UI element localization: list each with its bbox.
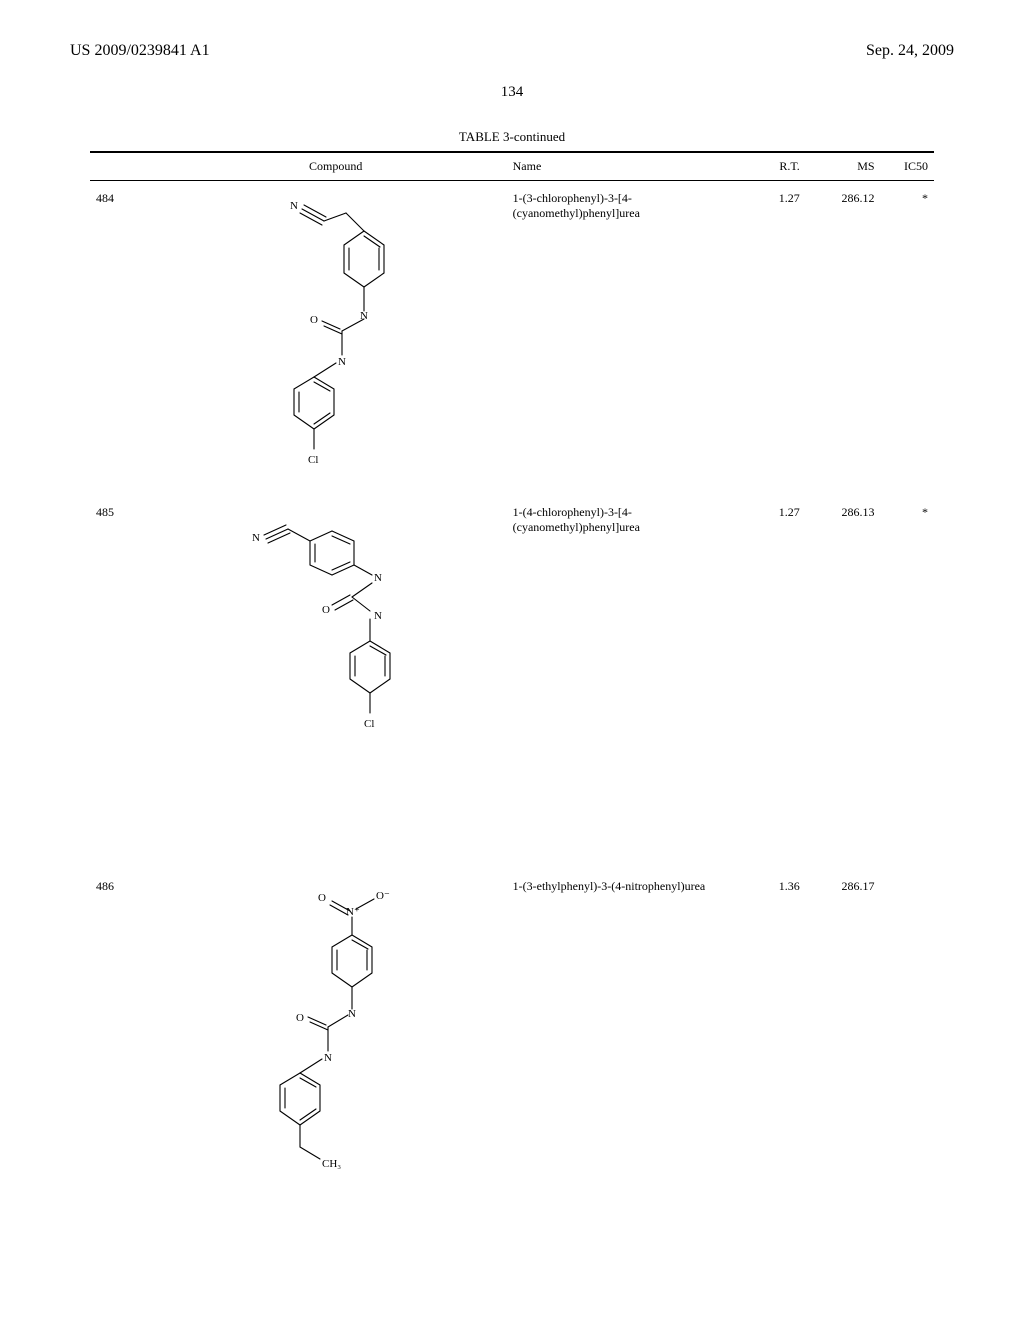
compound-name: 1-(3-chlorophenyl)-3-[4-(cyanomethyl)phe… <box>507 181 742 495</box>
atom-label: Cl <box>364 718 374 730</box>
compound-ms: 286.13 <box>806 495 881 809</box>
atom-label: N <box>290 200 298 212</box>
column-header-compound: Compound <box>165 155 507 180</box>
atom-label: O <box>322 604 330 616</box>
atom-label: O <box>296 1012 304 1024</box>
doc-date: Sep. 24, 2009 <box>866 42 954 60</box>
atom-label: N <box>360 310 368 322</box>
compound-rt: 1.27 <box>742 181 806 495</box>
column-header-rt: R.T. <box>742 155 806 180</box>
compound-ic50: * <box>881 495 934 809</box>
compound-id: 485 <box>90 495 165 809</box>
atom-label: Cl <box>308 454 318 466</box>
compound-name: 1-(3-ethylphenyl)-3-(4-nitrophenyl)urea <box>507 869 742 1223</box>
atom-label: N <box>252 532 260 544</box>
compound-ms: 286.12 <box>806 181 881 495</box>
table-row: 484 <box>90 181 934 495</box>
table-row: 485 <box>90 495 934 809</box>
atom-label: N <box>348 1008 356 1020</box>
column-header-ms: MS <box>806 155 881 180</box>
compound-rt: 1.36 <box>742 869 806 1223</box>
atom-label: N <box>374 610 382 622</box>
compound-ms: 286.17 <box>806 869 881 1223</box>
compound-structure-486: O O⁻ N⁺ N O N CH₃ <box>236 879 436 1209</box>
compound-id: 484 <box>90 181 165 495</box>
atom-label: N <box>338 356 346 368</box>
atom-label: N <box>374 572 382 584</box>
table-row: 486 <box>90 869 934 1223</box>
atom-label: CH₃ <box>322 1158 341 1170</box>
compound-structure-485: N N O N Cl <box>236 505 436 795</box>
atom-label: N⁺ <box>346 906 360 918</box>
page-number: 134 <box>70 84 954 101</box>
table-rule-top <box>90 151 934 153</box>
compound-ic50 <box>881 869 934 1223</box>
column-header-id <box>90 155 165 180</box>
atom-label: O⁻ <box>376 890 390 902</box>
atom-label: O <box>318 892 326 904</box>
column-header-name: Name <box>507 155 742 180</box>
compound-name: 1-(4-chlorophenyl)-3-[4-(cyanomethyl)phe… <box>507 495 742 809</box>
compound-id: 486 <box>90 869 165 1223</box>
doc-number: US 2009/0239841 A1 <box>70 42 210 60</box>
compound-rt: 1.27 <box>742 495 806 809</box>
table-caption: TABLE 3-continued <box>70 129 954 145</box>
atom-label: N <box>324 1052 332 1064</box>
column-header-ic50: IC50 <box>881 155 934 180</box>
compound-ic50: * <box>881 181 934 495</box>
atom-label: O <box>310 314 318 326</box>
compound-structure-484: N N O N Cl <box>246 191 426 481</box>
compound-table: Compound Name R.T. MS IC50 484 <box>90 155 934 1223</box>
